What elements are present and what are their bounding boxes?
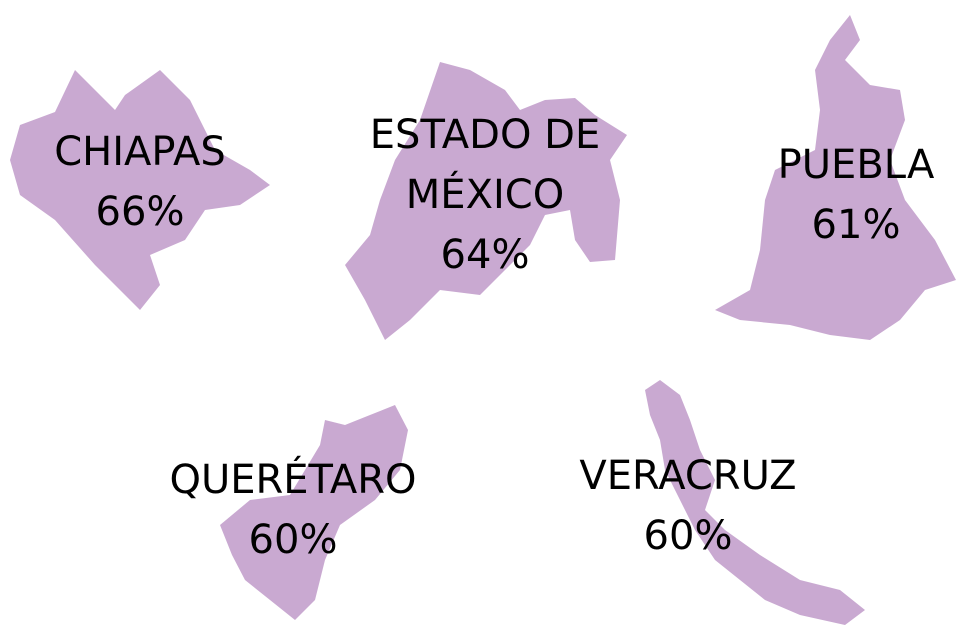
state-label: VERACRUZ 60% xyxy=(558,446,818,566)
estado-de-mexico-shape xyxy=(345,62,627,340)
state-label: QUERÉTARO 60% xyxy=(153,450,433,570)
queretaro-shape xyxy=(220,405,408,620)
state-label: PUEBLA 61% xyxy=(756,135,956,255)
veracruz-shape xyxy=(645,380,865,625)
puebla-shape xyxy=(715,15,956,340)
state-value: 60% xyxy=(643,513,733,559)
state-name: ESTADO DE MÉXICO xyxy=(369,112,601,218)
state-value: 61% xyxy=(811,202,901,248)
state-label: CHIAPAS 66% xyxy=(20,122,260,242)
state-name: VERACRUZ xyxy=(579,453,797,499)
state-name: QUERÉTARO xyxy=(169,457,417,503)
state-name: CHIAPAS xyxy=(54,129,226,175)
state-value: 64% xyxy=(440,232,530,278)
chiapas-shape xyxy=(10,70,270,310)
state-value: 66% xyxy=(95,189,185,235)
state-value: 60% xyxy=(248,517,338,563)
state-name: PUEBLA xyxy=(777,142,935,188)
state-label: ESTADO DE MÉXICO 64% xyxy=(345,105,625,285)
